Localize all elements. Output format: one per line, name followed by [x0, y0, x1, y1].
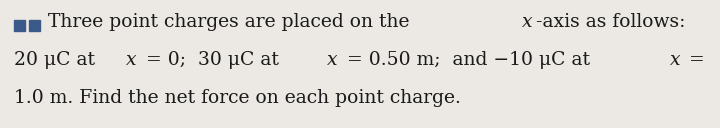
Text: 20 μC at: 20 μC at [14, 51, 101, 69]
Text: x: x [327, 51, 338, 69]
Text: Three point charges are placed on the: Three point charges are placed on the [48, 13, 415, 31]
Bar [29, 20, 40, 31]
Text: =: = [683, 51, 705, 69]
Text: 1.0 m. Find the net force on each point charge.: 1.0 m. Find the net force on each point … [14, 89, 461, 107]
Text: x: x [670, 51, 680, 69]
Text: -axis as follows:: -axis as follows: [536, 13, 685, 31]
Text: = 0;  30 μC at: = 0; 30 μC at [140, 51, 285, 69]
Text: x: x [522, 13, 533, 31]
Text: x: x [126, 51, 137, 69]
Bar [14, 20, 25, 31]
Text: = 0.50 m;  and −10 μC at: = 0.50 m; and −10 μC at [341, 51, 595, 69]
